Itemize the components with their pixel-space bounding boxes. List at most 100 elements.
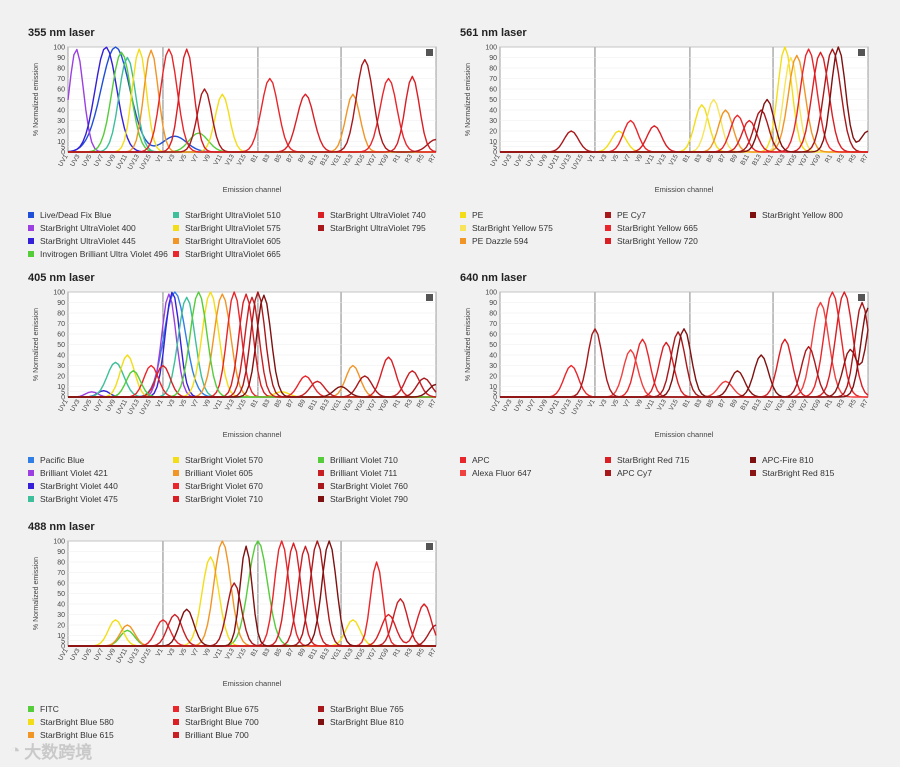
menu-icon[interactable] (858, 294, 865, 301)
x-tick-label: UV1 (57, 398, 70, 413)
y-tick-label: 50 (489, 97, 497, 104)
x-tick-label: B11 (739, 398, 751, 411)
legend-swatch (28, 496, 34, 502)
x-tick-label: UV3 (69, 153, 82, 168)
legend-label: FITC (40, 704, 59, 714)
legend-label: Brilliant Violet 605 (185, 468, 253, 478)
y-tick-label: 20 (489, 374, 497, 381)
x-tick-label: UV1 (489, 398, 502, 413)
legend-label: StarBright UltraViolet 445 (40, 236, 136, 246)
x-tick-label: R1 (392, 398, 402, 409)
legend-swatch (750, 457, 756, 463)
x-tick-label: UV7 (93, 398, 106, 413)
legend-label: Live/Dead Fix Blue (40, 210, 112, 220)
y-tick-label: 80 (489, 66, 497, 73)
x-tick-label: B11 (307, 153, 319, 166)
legend-item: Live/Dead Fix Blue (28, 209, 173, 221)
x-tick-label: V1 (587, 153, 597, 164)
legend-swatch (605, 457, 611, 463)
menu-icon[interactable] (858, 49, 865, 56)
x-tick-label: V5 (178, 153, 188, 164)
y-tick-label: 40 (57, 353, 65, 360)
y-tick-label: 100 (53, 539, 65, 546)
y-tick-label: 5 (493, 389, 497, 396)
y-tick-label: 0 (61, 150, 65, 157)
x-tick-label: V9 (202, 398, 212, 409)
x-tick-label: B3 (693, 153, 703, 164)
legend-label: Brilliant Violet 421 (40, 468, 108, 478)
legend-item: StarBright Violet 475 (28, 493, 173, 505)
legend-640: APC Alexa Fluor 647 StarBright Red 715 APC … (460, 454, 895, 479)
legend-item: APC (460, 454, 605, 466)
y-tick-label: 0 (61, 644, 65, 651)
legend-label: PE (472, 210, 484, 220)
legend-item: Brilliant Violet 710 (318, 454, 463, 466)
menu-icon[interactable] (426, 543, 433, 550)
x-tick-label: V15 (236, 647, 248, 661)
legend-item: PE Dazzle 594 (460, 235, 605, 247)
x-tick-label: V13 (224, 153, 236, 167)
x-tick-label: UV7 (525, 153, 538, 168)
x-tick-label: V11 (644, 153, 656, 166)
legend-label: StarBright UltraViolet 665 (185, 249, 281, 259)
y-tick-label: 60 (489, 332, 497, 339)
x-tick-label: YG7 (366, 153, 379, 168)
legend-item: StarBright Yellow 800 (750, 209, 895, 221)
x-tick-label: B11 (307, 647, 319, 660)
menu-icon[interactable] (426, 294, 433, 301)
legend-355: Live/Dead Fix Blue StarBright UltraViolet… (28, 209, 463, 260)
legend-swatch (28, 457, 34, 463)
x-tick-label: YG5 (354, 647, 367, 662)
legend-swatch (460, 238, 466, 244)
watermark: ◔ 大数跨境 (10, 738, 92, 763)
legend-swatch (318, 457, 324, 463)
legend-label: StarBright UltraViolet 795 (330, 223, 426, 233)
x-tick-label: V1 (587, 398, 597, 409)
y-tick-label: 60 (57, 581, 65, 588)
legend-item: StarBright Blue 765 (318, 703, 463, 715)
y-tick-label: 80 (489, 311, 497, 318)
y-tick-label: 30 (489, 118, 497, 125)
x-tick-label: UV15 (139, 398, 153, 416)
x-tick-label: V13 (656, 398, 668, 412)
legend-item: PE (460, 209, 605, 221)
legend-label: StarBright Violet 440 (40, 481, 118, 491)
x-tick-label: B3 (261, 398, 271, 409)
x-tick-label: UV1 (489, 153, 502, 168)
legend-swatch (460, 457, 466, 463)
menu-icon[interactable] (426, 49, 433, 56)
legend-swatch (605, 212, 611, 218)
legend-item: StarBright UltraViolet 510 (173, 209, 318, 221)
x-tick-label: YG3 (342, 398, 355, 413)
legend-swatch (750, 470, 756, 476)
chart-title: 405 nm laser (28, 272, 95, 284)
y-tick-label: 10 (57, 139, 65, 146)
legend-label: StarBright UltraViolet 740 (330, 210, 426, 220)
x-tick-label: R7 (860, 153, 870, 164)
legend-label: StarBright Blue 810 (330, 717, 404, 727)
y-tick-label: 90 (57, 549, 65, 556)
legend-swatch (28, 706, 34, 712)
legend-swatch (28, 225, 34, 231)
x-tick-label: R5 (416, 153, 426, 164)
x-tick-label: YG1 (762, 153, 775, 168)
legend-label: StarBright Blue 700 (185, 717, 259, 727)
y-tick-label: 90 (489, 300, 497, 307)
x-tick-label: V7 (190, 153, 200, 164)
legend-label: StarBright UltraViolet 605 (185, 236, 281, 246)
y-tick-label: 50 (57, 97, 65, 104)
x-tick-label: UV15 (571, 398, 585, 416)
legend-label: PE Dazzle 594 (472, 236, 529, 246)
y-tick-label: 30 (57, 118, 65, 125)
x-tick-label: UV5 (81, 398, 94, 413)
legend-item: Alexa Fluor 647 (460, 467, 605, 479)
panel-355: 355 nm laser 0 5 10 20 30 40 50 60 70 80 90 100 UV1 U… (28, 27, 448, 259)
x-tick-label: V7 (622, 398, 632, 409)
x-tick-label: YG9 (810, 153, 823, 168)
y-tick-label: 10 (489, 384, 497, 391)
x-tick-label: UV3 (69, 647, 82, 662)
legend-label: StarBright UltraViolet 400 (40, 223, 136, 233)
legend-label: StarBright Yellow 665 (617, 223, 698, 233)
legend-item: StarBright UltraViolet 445 (28, 235, 173, 247)
chart-title: 488 nm laser (28, 521, 95, 533)
